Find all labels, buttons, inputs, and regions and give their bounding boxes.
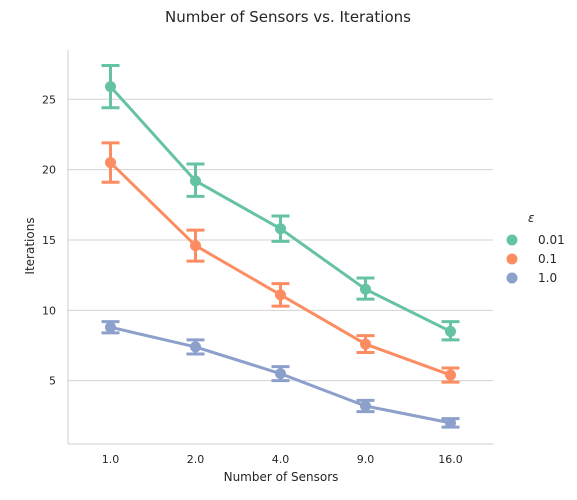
data-point-1.0-16.0: [445, 417, 456, 429]
x-axis-label: Number of Sensors: [224, 470, 339, 484]
series-0.01: [101, 63, 460, 342]
y-tick-label-5: 5: [49, 375, 56, 388]
series-1.0: [101, 320, 460, 429]
y-axis-label: Iterations: [23, 217, 37, 274]
y-tick-label-20: 20: [42, 164, 56, 177]
legend-label-0.1: 0.1: [538, 252, 557, 266]
series-layer: [101, 63, 460, 429]
data-point-0.01-2.0: [190, 175, 201, 187]
data-point-0.1-9.0: [360, 338, 371, 350]
x-tick-label-9.0: 9.0: [357, 453, 375, 466]
data-point-1.0-2.0: [190, 341, 201, 353]
legend-marker-1.0: [506, 272, 518, 284]
data-point-0.1-1.0: [105, 157, 116, 169]
data-point-0.01-16.0: [445, 325, 456, 337]
data-point-0.01-9.0: [360, 283, 371, 295]
y-tick-label-15: 15: [42, 234, 56, 247]
series-0.1: [101, 141, 460, 384]
legend-marker-0.1: [506, 253, 518, 265]
legend-title: ε: [528, 211, 535, 225]
data-point-1.0-9.0: [360, 400, 371, 412]
data-point-0.1-16.0: [445, 369, 456, 381]
data-point-1.0-4.0: [275, 368, 286, 380]
x-ticks: 1.0 2.0 4.0 9.0 16.0: [102, 453, 463, 466]
x-tick-label-1.0: 1.0: [102, 453, 120, 466]
x-tick-label-2.0: 2.0: [187, 453, 205, 466]
legend: ε 0.01 0.1 1.0: [506, 211, 565, 285]
data-point-0.01-1.0: [105, 81, 116, 93]
y-ticks: 5 10 15 20 25: [42, 93, 56, 387]
y-tick-label-25: 25: [42, 93, 56, 106]
chart-title: Number of Sensors vs. Iterations: [165, 8, 411, 26]
x-tick-label-16.0: 16.0: [438, 453, 463, 466]
axes: [67, 50, 493, 445]
y-tick-label-10: 10: [42, 304, 56, 317]
data-point-0.01-4.0: [275, 223, 286, 235]
x-tick-label-4.0: 4.0: [272, 453, 290, 466]
legend-label-1.0: 1.0: [538, 271, 557, 285]
series-line-0.1: [109, 161, 452, 377]
data-point-0.1-4.0: [275, 289, 286, 301]
data-point-0.1-2.0: [190, 240, 201, 252]
legend-label-0.01: 0.01: [538, 233, 565, 247]
legend-marker-0.01: [506, 234, 518, 246]
data-point-1.0-1.0: [105, 321, 116, 333]
